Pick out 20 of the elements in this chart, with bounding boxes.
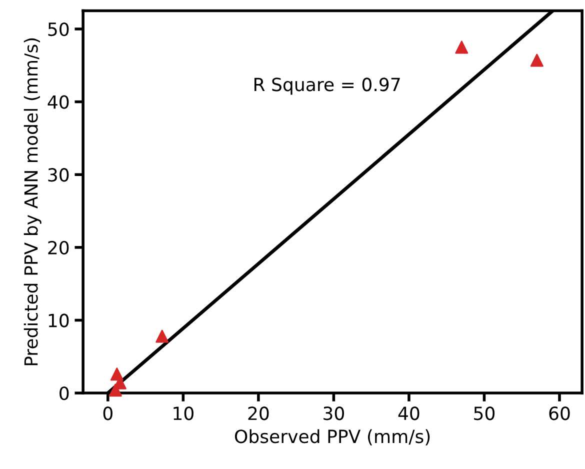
point (455, 40, 468, 54)
annotation: R Square = 0.97 (254, 78, 400, 95)
x-tick-label: 50 (474, 406, 495, 420)
y-tick-label: 0 (60, 386, 69, 400)
y-tick-label: 40 (48, 95, 69, 109)
x-tick-label: 20 (248, 406, 269, 420)
y-tick-label: 10 (48, 314, 69, 328)
x-tick-label: 0 (103, 406, 112, 420)
x-tick-label: 60 (549, 406, 570, 420)
point (156, 330, 169, 343)
y-axis-title: Predicted PPV by ANN model (mm/s) (24, 38, 42, 366)
y-tick-label: 50 (48, 22, 69, 36)
x-tick-label: 10 (174, 406, 194, 420)
x-axis-title: Observed PPV (mm/s) (234, 429, 430, 446)
point (530, 54, 544, 67)
y-tick-label: 30 (48, 168, 69, 182)
x-tick-label: 30 (324, 406, 344, 420)
y-tick-label: 20 (48, 240, 69, 255)
x-tick-label: 40 (398, 406, 420, 420)
point (108, 384, 122, 397)
